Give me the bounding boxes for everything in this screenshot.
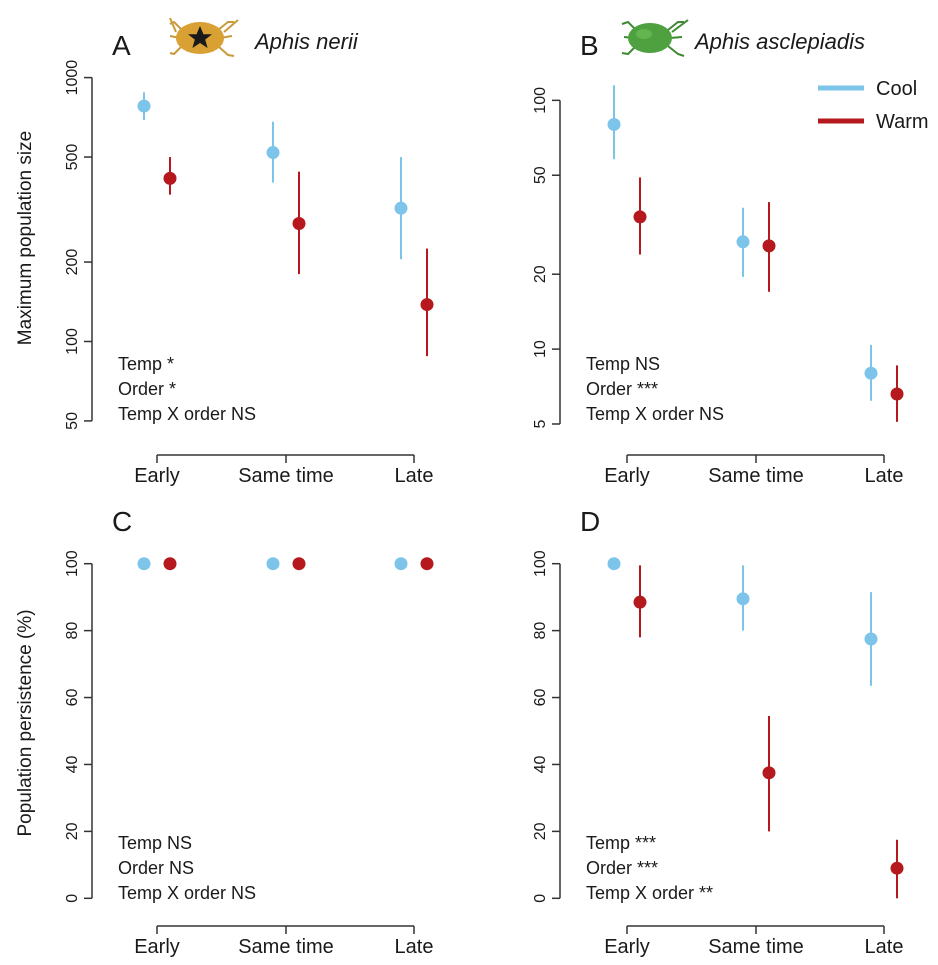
- series-warm: [633, 565, 904, 899]
- y-tick-label: 50: [532, 166, 549, 184]
- stats-line: Temp X order NS: [118, 883, 256, 903]
- data-point: [607, 557, 621, 571]
- data-point: [137, 99, 151, 113]
- stats-line: Temp ***: [586, 833, 656, 853]
- data-point: [762, 766, 776, 780]
- x-tick-label: Late: [395, 465, 434, 487]
- data-point: [736, 592, 750, 606]
- x-tick-label: Same time: [238, 936, 334, 958]
- data-point: [633, 595, 647, 609]
- y-tick-label: 200: [64, 249, 81, 276]
- species-title: Aphis nerii: [253, 29, 359, 54]
- aphid-green-icon: [621, 19, 689, 57]
- x-tick-label: Early: [604, 465, 650, 487]
- y-tick-label: 20: [532, 265, 549, 283]
- stats-line: Order NS: [118, 858, 194, 878]
- data-point: [762, 239, 776, 253]
- y-tick-label: 60: [64, 689, 81, 707]
- panel-c: C 0 20 40 60 80 100 Early Same time Late Temp NS Or…: [64, 506, 434, 958]
- y-tick-label: 10: [532, 340, 549, 358]
- data-point: [890, 387, 904, 401]
- stats-line: Temp *: [118, 354, 174, 374]
- panel-a: A Aphis nerii 50 100 200 500 1000 Early Same tim…: [64, 29, 434, 487]
- data-point: [633, 210, 647, 224]
- panel-letter: B: [580, 30, 599, 61]
- x-tick-label: Same time: [708, 936, 804, 958]
- series-cool: [607, 557, 878, 686]
- legend: Cool Warm: [818, 78, 929, 133]
- y-tick-label: 40: [64, 755, 81, 773]
- data-point: [607, 117, 621, 131]
- stats-line: Temp X order **: [586, 883, 713, 903]
- data-point: [420, 557, 434, 571]
- data-point: [292, 557, 306, 571]
- data-point: [163, 171, 177, 185]
- y-tick-label: 80: [532, 622, 549, 640]
- stats-line: Order ***: [586, 858, 658, 878]
- species-title: Aphis asclepiadis: [693, 29, 865, 54]
- data-point: [292, 216, 306, 230]
- x-tick-label: Early: [134, 936, 180, 958]
- x-tick-label: Early: [134, 465, 180, 487]
- series-warm: [163, 157, 434, 357]
- y-tick-label: 100: [532, 87, 549, 114]
- series-cool: [137, 557, 408, 571]
- data-point: [394, 201, 408, 215]
- data-point: [266, 146, 280, 160]
- panel-letter: A: [112, 30, 131, 61]
- series-warm: [633, 177, 904, 422]
- series-cool: [137, 92, 408, 260]
- series-cool: [607, 85, 878, 401]
- y-tick-label: 0: [532, 894, 549, 903]
- x-tick-label: Same time: [238, 465, 334, 487]
- panel-b: B Aphis asclepiadis 5 10 20 50 100 Early Same ti…: [532, 29, 904, 487]
- panel-letter: C: [112, 506, 132, 537]
- y-tick-label: 100: [64, 550, 81, 577]
- y-axis-title-bottom: Population persistence (%): [15, 609, 36, 836]
- y-axis-title-top: Maximum population size: [15, 131, 36, 345]
- stats-line: Order *: [118, 379, 176, 399]
- legend-cool-label: Cool: [876, 78, 917, 100]
- y-tick-label: 50: [64, 412, 81, 430]
- data-point: [890, 861, 904, 875]
- y-tick-label: 60: [532, 689, 549, 707]
- y-tick-label: 100: [64, 328, 81, 355]
- panel-d: D 0 20 40 60 80 100 Early Same time Late Temp *** O…: [532, 506, 904, 958]
- x-tick-label: Late: [865, 465, 904, 487]
- stats-line: Temp NS: [118, 833, 192, 853]
- stats-line: Order ***: [586, 379, 658, 399]
- data-point: [420, 298, 434, 312]
- data-point: [266, 557, 280, 571]
- legend-warm-label: Warm: [876, 111, 929, 133]
- data-point: [736, 235, 750, 249]
- y-tick-label: 500: [64, 144, 81, 171]
- x-tick-label: Same time: [708, 465, 804, 487]
- x-tick-label: Late: [865, 936, 904, 958]
- y-tick-label: 40: [532, 755, 549, 773]
- stats-line: Temp X order NS: [118, 404, 256, 424]
- panel-letter: D: [580, 506, 600, 537]
- data-point: [864, 632, 878, 646]
- y-tick-label: 100: [532, 550, 549, 577]
- y-tick-label: 5: [532, 419, 549, 428]
- y-tick-label: 20: [532, 822, 549, 840]
- x-tick-label: Late: [395, 936, 434, 958]
- stats-line: Temp X order NS: [586, 404, 724, 424]
- data-point: [137, 557, 151, 571]
- y-tick-label: 0: [64, 894, 81, 903]
- series-warm: [163, 557, 434, 571]
- y-tick-label: 1000: [64, 60, 81, 96]
- data-point: [394, 557, 408, 571]
- data-point: [864, 366, 878, 380]
- stats-line: Temp NS: [586, 354, 660, 374]
- data-point: [163, 557, 177, 571]
- aphid-yellow-star-icon: [169, 17, 239, 57]
- x-tick-label: Early: [604, 936, 650, 958]
- y-tick-label: 20: [64, 822, 81, 840]
- y-tick-label: 80: [64, 622, 81, 640]
